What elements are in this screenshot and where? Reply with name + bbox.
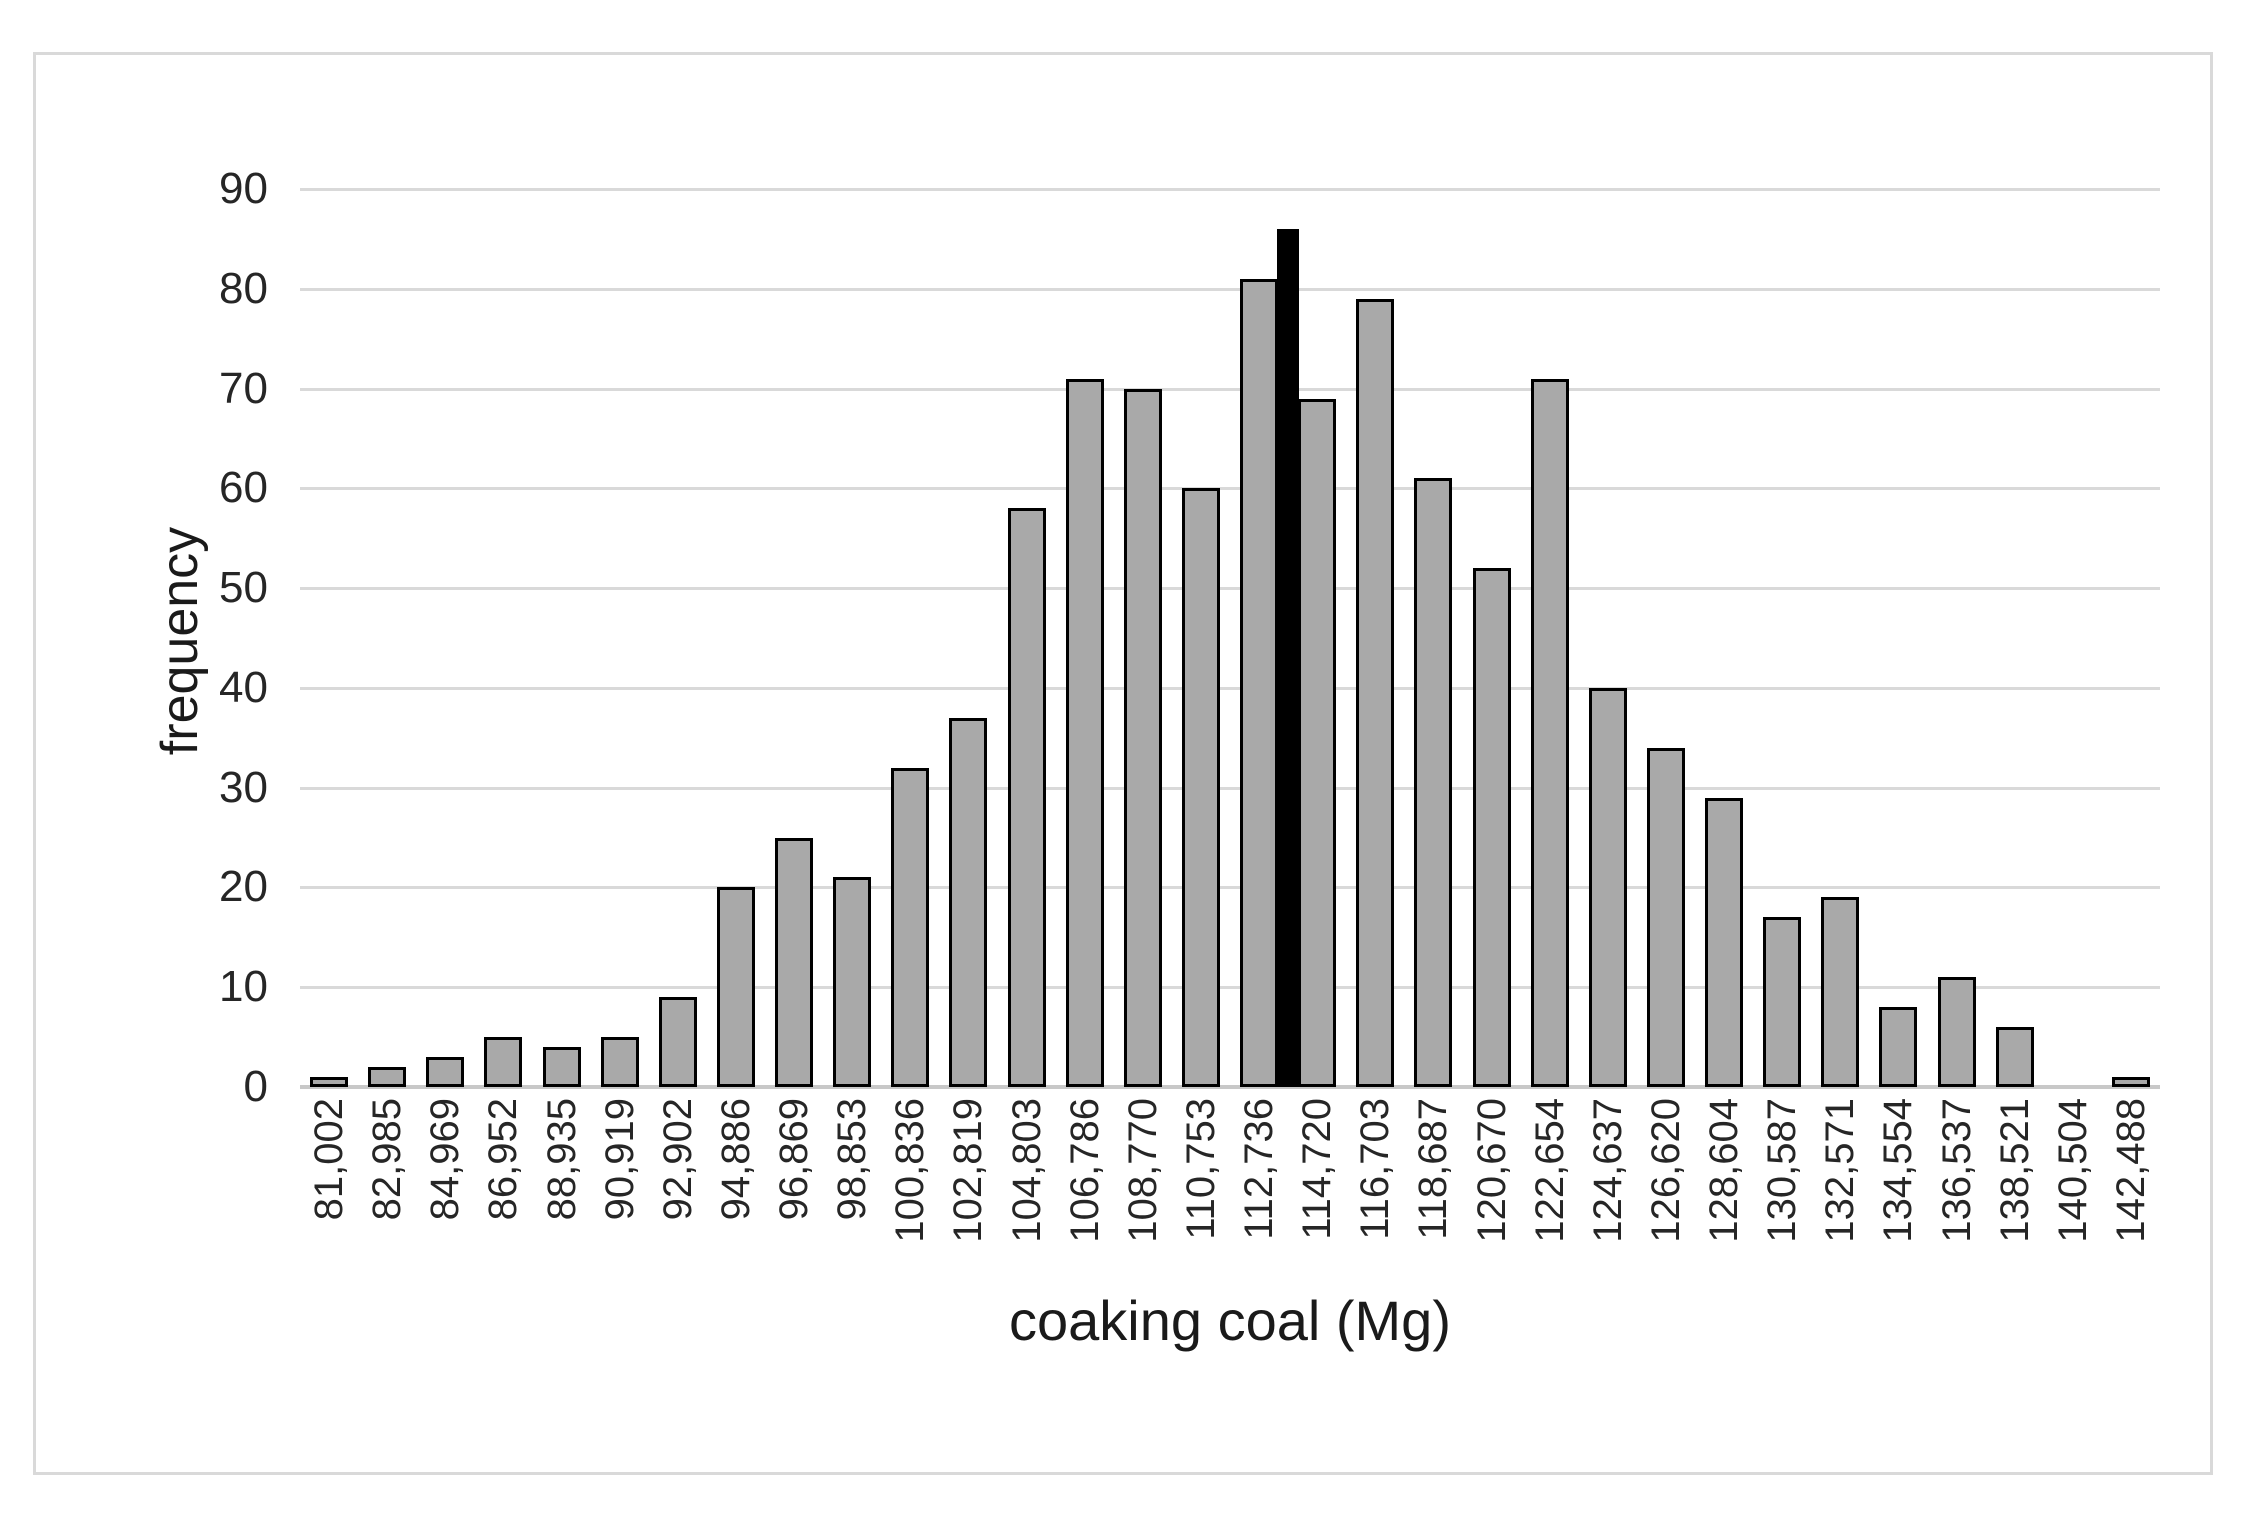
y-tick-label: 70	[219, 363, 268, 413]
histogram-bar	[1066, 379, 1104, 1087]
gridline	[300, 487, 2160, 491]
histogram-bar	[891, 768, 929, 1087]
histogram-bar	[543, 1047, 581, 1087]
x-tick-label: 130,587	[1760, 1098, 1804, 1243]
x-tick-label: 90,919	[598, 1098, 642, 1221]
y-tick-label: 20	[219, 862, 268, 912]
y-tick-label: 10	[219, 962, 268, 1012]
histogram-bar	[659, 997, 697, 1087]
gridline	[300, 587, 2160, 591]
x-tick-label: 128,604	[1702, 1098, 1746, 1243]
x-tick-label: 82,985	[365, 1098, 409, 1221]
histogram-bar	[1531, 379, 1569, 1087]
y-tick-label: 80	[219, 263, 268, 313]
x-tick-label: 140,504	[2051, 1098, 2095, 1243]
histogram-bar	[484, 1037, 522, 1087]
x-tick-label: 132,571	[1818, 1098, 1862, 1243]
x-tick-label: 120,670	[1470, 1098, 1514, 1243]
gridline	[300, 986, 2160, 990]
x-tick-label: 118,687	[1411, 1098, 1455, 1240]
gridline	[300, 686, 2160, 690]
histogram-bar	[1356, 299, 1394, 1087]
x-axis-title: coaking coal (Mg)	[1009, 1289, 1451, 1352]
x-tick-label: 110,753	[1179, 1098, 1223, 1240]
x-tick-label: 124,637	[1586, 1098, 1630, 1243]
histogram-bar	[1298, 399, 1336, 1087]
y-tick-label: 30	[219, 762, 268, 812]
histogram-bar	[1705, 798, 1743, 1087]
x-tick-label: 88,935	[540, 1098, 584, 1221]
histogram-bar	[368, 1067, 406, 1087]
histogram-bar	[1938, 977, 1976, 1087]
histogram-bar	[1763, 917, 1801, 1087]
histogram-bar	[2112, 1077, 2150, 1087]
histogram-bar	[1124, 389, 1162, 1087]
x-tick-label: 138,521	[1993, 1098, 2037, 1243]
x-tick-label: 116,703	[1353, 1098, 1397, 1240]
histogram-bar	[1414, 478, 1452, 1087]
histogram-bar	[1821, 897, 1859, 1087]
y-tick-label: 50	[219, 563, 268, 613]
x-tick-label: 122,654	[1528, 1098, 1572, 1243]
y-tick-label: 60	[219, 463, 268, 513]
gridline	[300, 287, 2160, 291]
x-tick-label: 112,736	[1237, 1098, 1281, 1240]
x-tick-label: 114,720	[1295, 1098, 1339, 1240]
histogram-bar	[775, 838, 813, 1087]
histogram-bar	[601, 1037, 639, 1087]
y-axis-title: frequency	[151, 526, 209, 756]
x-tick-label: 136,537	[1935, 1098, 1979, 1243]
black-marker-bar	[1277, 229, 1299, 1087]
histogram-bar	[310, 1077, 348, 1087]
y-tick-label: 90	[219, 164, 268, 213]
gridline	[300, 387, 2160, 391]
x-tick-label: 134,554	[1876, 1098, 1920, 1243]
histogram-bar	[1182, 488, 1220, 1087]
y-tick-label: 0	[243, 1062, 268, 1111]
histogram-bar	[426, 1057, 464, 1087]
y-tick-label: 40	[219, 662, 268, 712]
x-tick-label: 108,770	[1121, 1098, 1165, 1243]
x-tick-label: 84,969	[423, 1098, 467, 1221]
x-tick-label: 126,620	[1644, 1098, 1688, 1243]
histogram-bar	[1879, 1007, 1917, 1087]
x-tick-label: 104,803	[1005, 1098, 1049, 1243]
histogram-bar	[717, 887, 755, 1087]
gridline	[300, 886, 2160, 890]
x-tick-label: 94,886	[714, 1098, 758, 1221]
histogram-bar	[1996, 1027, 2034, 1087]
gridline	[300, 188, 2160, 191]
x-tick-label: 142,488	[2109, 1098, 2153, 1243]
x-tick-label: 86,952	[481, 1098, 525, 1221]
x-tick-label: 100,836	[888, 1098, 932, 1243]
histogram-bar	[949, 718, 987, 1087]
x-axis-line	[300, 1085, 2160, 1089]
x-tick-label: 96,869	[772, 1098, 816, 1221]
gridline	[300, 786, 2160, 790]
histogram-bar	[1240, 279, 1278, 1087]
x-tick-label: 106,786	[1063, 1098, 1107, 1243]
x-tick-label: 92,902	[656, 1098, 700, 1221]
histogram-bar	[1008, 508, 1046, 1087]
histogram-bar	[833, 877, 871, 1087]
x-tick-label: 102,819	[946, 1098, 990, 1243]
histogram-bar	[1473, 568, 1511, 1087]
x-tick-label: 81,002	[307, 1098, 351, 1221]
histogram-bar	[1589, 688, 1627, 1087]
x-tick-label: 98,853	[830, 1098, 874, 1221]
histogram-bar	[1647, 748, 1685, 1087]
